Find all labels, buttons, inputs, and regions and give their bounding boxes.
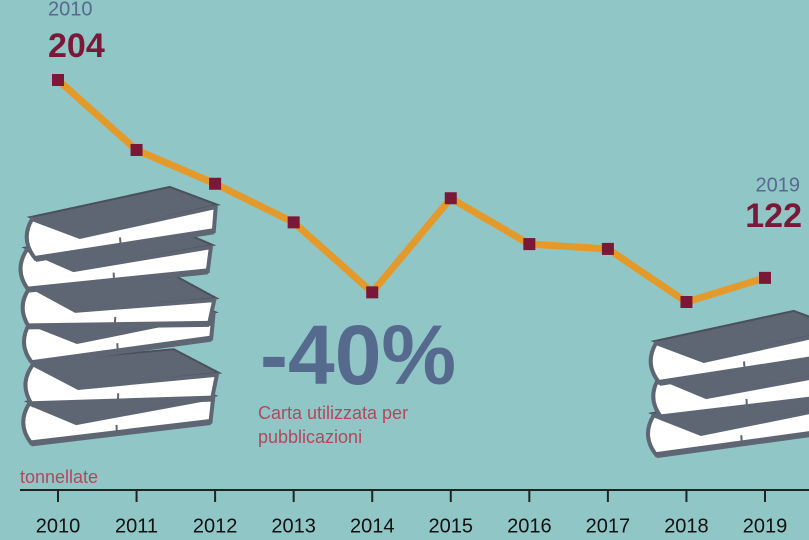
end-year: 2019	[756, 174, 801, 196]
x-tick-label: 2012	[193, 515, 238, 537]
x-tick-label: 2011	[115, 515, 158, 537]
line	[55, 77, 767, 306]
marker	[366, 286, 379, 299]
x-tick-label: 2015	[429, 515, 474, 537]
start-year: 2010	[48, 0, 93, 20]
book-stack-left	[19, 183, 221, 444]
x-tick-label: 2019	[743, 515, 788, 537]
x-tick-label: 2017	[586, 515, 631, 537]
marker	[444, 192, 457, 205]
marker	[523, 238, 536, 251]
book-stack-right	[645, 307, 809, 456]
headline: -40%	[260, 308, 456, 402]
x-tick-label: 2018	[664, 515, 709, 537]
marker	[287, 216, 300, 229]
unit-label: tonnellate	[20, 467, 98, 487]
marker	[680, 296, 693, 308]
caption: Carta utilizzata per	[258, 403, 408, 423]
x-tick-label: 2010	[36, 515, 81, 537]
marker	[601, 242, 614, 255]
marker	[130, 143, 143, 156]
marker	[52, 74, 64, 86]
start-value: 204	[48, 27, 105, 65]
caption: pubblicazioni	[258, 427, 362, 447]
end-value: 122	[745, 197, 802, 235]
x-tick-label: 2014	[350, 515, 395, 537]
x-tick-label: 2016	[507, 515, 552, 537]
marker	[209, 177, 222, 190]
x-tick-label: 2013	[271, 515, 316, 537]
marker	[759, 271, 771, 284]
